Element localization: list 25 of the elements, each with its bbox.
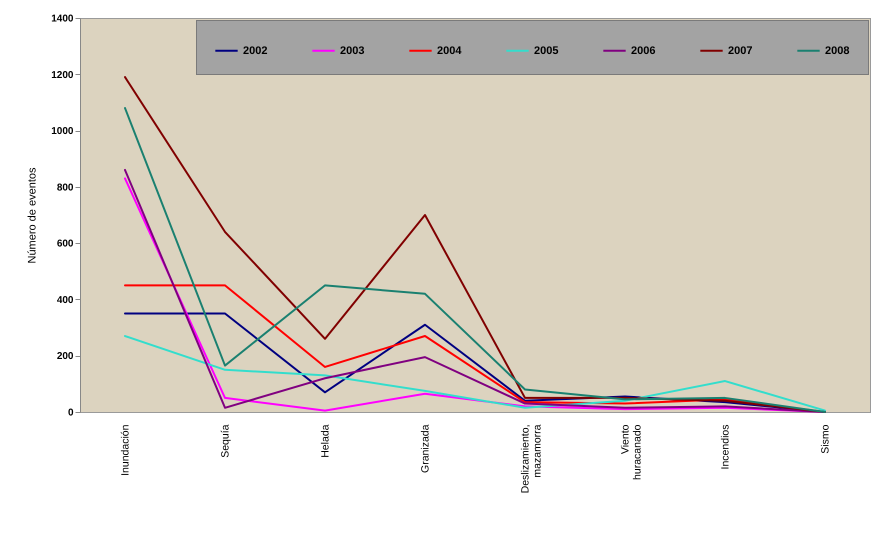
legend-label: 2007 (728, 44, 752, 57)
y-tick-label: 200 (56, 351, 74, 362)
x-tick-label: Helada (320, 424, 332, 458)
legend-label: 2002 (243, 44, 268, 57)
y-axis-title: Número de eventos (26, 167, 38, 264)
y-tick-label: 1400 (51, 14, 74, 24)
y-tick-label: 800 (56, 182, 74, 194)
y-tick-label: 600 (56, 238, 74, 250)
line-series (124, 335, 826, 412)
y-tick-label: 0 (68, 408, 74, 418)
y-tick-label: 1200 (51, 70, 74, 81)
x-tick-label: Viento huracanado (620, 424, 644, 480)
legend-label: 2003 (340, 44, 364, 57)
legend-label: 2006 (631, 44, 656, 57)
legend-label: 2008 (825, 44, 850, 57)
legend-label: 2005 (534, 44, 558, 57)
x-tick-label: Granizada (420, 424, 432, 473)
x-tick-label: Sequía (220, 424, 232, 458)
y-tick-label: 400 (56, 294, 74, 306)
x-tick-label: Deslizamiento, mazamorra (520, 424, 544, 494)
legend-label: 2004 (437, 44, 462, 57)
x-tick-label: Incendios (720, 424, 732, 470)
x-tick-label: Sismo (820, 424, 832, 454)
x-tick-label: Inundación (120, 424, 132, 476)
y-tick-label: 1000 (51, 126, 74, 138)
